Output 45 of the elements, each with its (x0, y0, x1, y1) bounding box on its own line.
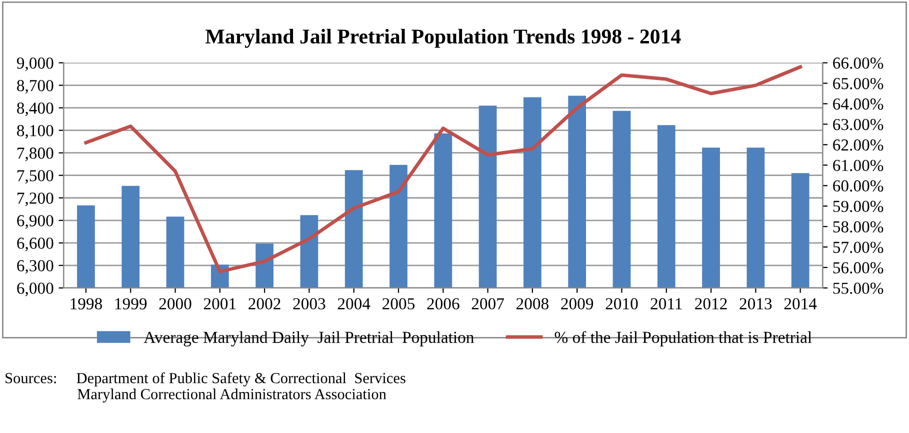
source-note: Sources: Department of Public Safety & Correctional Services Maryland Correctional Administrators Association (6, 372, 406, 402)
y2-tick-label: 55.00% (833, 282, 884, 294)
x-tick-label: 2010 (606, 298, 638, 310)
y2-tick-label: 56.00% (833, 262, 884, 274)
y-tick-label: 8,400 (17, 102, 54, 116)
y2-tick-label: 61.00% (833, 160, 884, 172)
line-series (84, 65, 802, 274)
y2-tick-label: 64.00% (833, 98, 884, 110)
x-tick-label: 1999 (115, 298, 147, 310)
y2-tick-label: 60.00% (833, 180, 884, 192)
x-tick-label: 2003 (293, 298, 326, 310)
x-tick-label: 2008 (516, 298, 548, 310)
x-tick-label: 1998 (70, 298, 102, 310)
y2-tick-label: 57.00% (833, 242, 884, 254)
x-tick-label: 2004 (338, 298, 370, 310)
x-tick-label: 2007 (472, 298, 504, 310)
y-tick-label: 7,200 (18, 192, 54, 206)
legend-label: % of the Jail Population that is Pretrial (554, 331, 812, 346)
legend-label: Average Maryland Daily Jail Pretrial Population (144, 331, 474, 346)
x-tick-label: 2000 (159, 298, 192, 310)
y-tick-label: 6,000 (17, 282, 54, 296)
chart-title: Maryland Jail Pretrial Population Trends 1998 - 2014 (206, 28, 681, 48)
y2-tick-label: 66.00% (833, 57, 884, 69)
x-tick-label: 2006 (427, 298, 460, 310)
x-tick-label: 2001 (204, 298, 236, 310)
x-tick-label: 2002 (248, 298, 280, 310)
x-tick-label: 2013 (740, 298, 772, 310)
y2-tick-label: 58.00% (833, 221, 884, 233)
x-tick-label: 2014 (784, 298, 817, 310)
y-tick-label: 7,500 (18, 170, 54, 184)
x-tick-label: 2011 (650, 298, 682, 310)
x-tick-label: 2009 (561, 298, 594, 310)
y-tick-label: 6,600 (17, 238, 54, 252)
y2-tick-label: 63.00% (833, 118, 884, 130)
x-tick-label: 2012 (695, 298, 727, 310)
x-tick-label: 2005 (382, 298, 415, 310)
y2-tick-label: 65.00% (833, 78, 884, 90)
y-tick-label: 6,900 (17, 215, 54, 229)
y-tick-label: 8,100 (17, 125, 54, 139)
y-tick-label: 8,700 (17, 80, 54, 94)
y2-tick-label: 59.00% (833, 200, 884, 212)
y-tick-label: 9,000 (16, 57, 54, 72)
y-tick-label: 7,800 (18, 148, 54, 162)
y-tick-label: 6,300 (17, 260, 54, 274)
y2-tick-label: 62.00% (833, 139, 884, 151)
